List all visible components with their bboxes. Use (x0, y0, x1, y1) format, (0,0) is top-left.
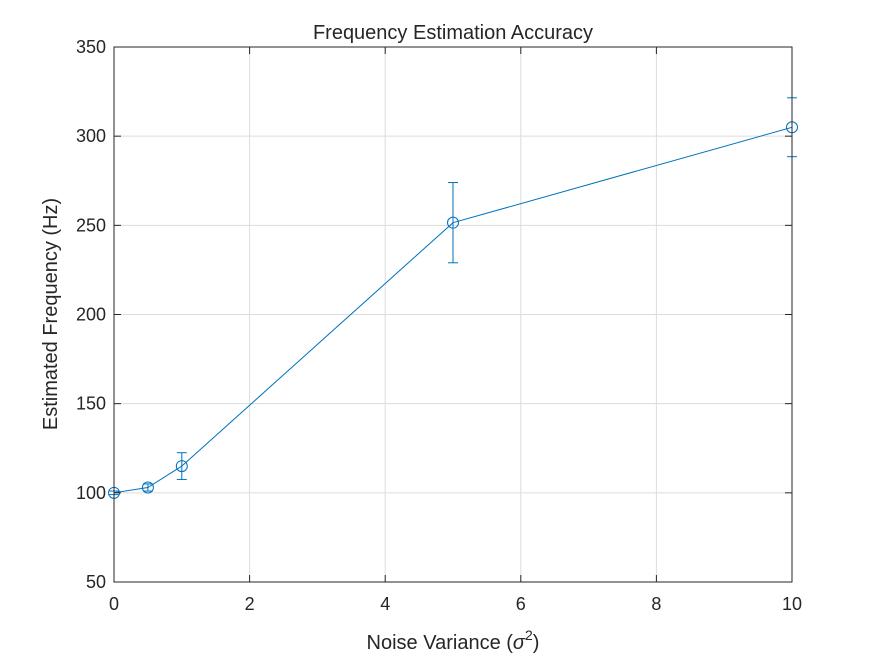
y-tick-label: 50 (86, 572, 106, 592)
data-point-marker (447, 216, 459, 229)
y-tick-label: 200 (76, 305, 106, 325)
axis-ticks: 0 2 4 6 8 10 50 100 150 200 250 300 350 (76, 37, 802, 614)
x-tick-label: 2 (245, 594, 255, 614)
x-tick-label: 6 (516, 594, 526, 614)
x-axis-label: Noise Variance (σ2) (367, 627, 540, 654)
x-tick-label: 4 (380, 594, 390, 614)
x-tick-label: 10 (782, 594, 802, 614)
y-tick-label: 250 (76, 215, 106, 235)
data-point-marker (175, 460, 188, 473)
data-series (108, 97, 798, 499)
data-point-marker (141, 481, 154, 494)
y-tick-label: 350 (76, 37, 106, 57)
y-axis-label: Estimated Frequency (Hz) (40, 198, 62, 430)
y-tick-label: 100 (76, 483, 106, 503)
y-tick-label: 150 (76, 394, 106, 414)
y-tick-label: 300 (76, 126, 106, 146)
chart-title: Frequency Estimation Accuracy (313, 22, 593, 44)
x-tick-label: 0 (109, 594, 119, 614)
x-tick-label: 8 (651, 594, 661, 614)
